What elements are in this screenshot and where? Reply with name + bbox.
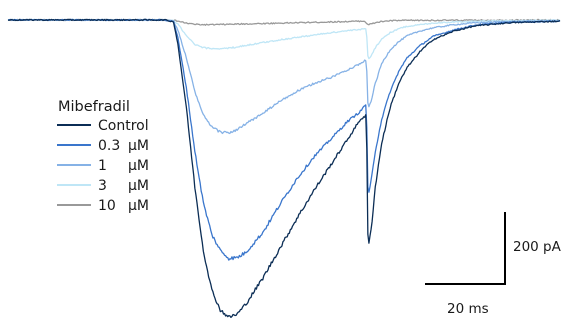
legend-label-4: 10	[98, 198, 116, 214]
legend-label-3: 3	[98, 178, 107, 194]
legend-title: Mibefradil	[58, 99, 130, 115]
legend-unit-4: µM	[128, 198, 149, 214]
trace-0-3-m	[7, 18, 561, 261]
scale-bar: 200 pA 20 ms	[425, 212, 562, 317]
legend: Mibefradil Control 0.3 µM 1 µM 3 µM 10 µM	[57, 99, 149, 214]
legend-label-1: 0.3	[98, 138, 120, 154]
legend-label-2: 1	[98, 158, 107, 174]
trace-layer	[7, 18, 561, 318]
legend-unit-3: µM	[128, 178, 149, 194]
legend-unit-2: µM	[128, 158, 149, 174]
trace-1-m	[7, 18, 561, 135]
trace-control	[7, 18, 561, 318]
scale-bar-time-label: 20 ms	[447, 301, 489, 317]
legend-entries: Control 0.3 µM 1 µM 3 µM 10 µM	[57, 118, 149, 214]
scale-bar-current-label: 200 pA	[513, 239, 562, 255]
legend-unit-1: µM	[128, 138, 149, 154]
legend-label-0: Control	[98, 118, 149, 134]
